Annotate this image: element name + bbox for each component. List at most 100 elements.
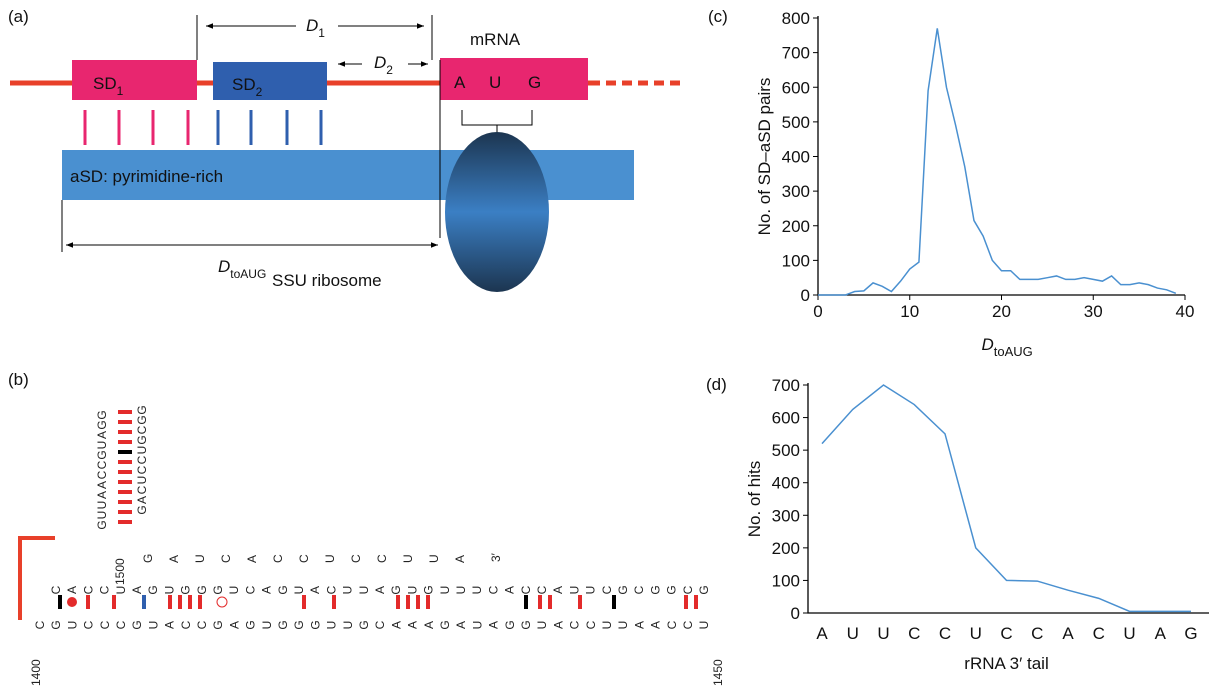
nucleotide: A <box>632 621 646 629</box>
nucleotide: A <box>389 621 403 629</box>
nucleotide: G <box>95 410 109 419</box>
codon: U <box>489 73 501 92</box>
nucleotide: U <box>95 501 109 510</box>
sd2-label: SD2 <box>232 75 263 99</box>
sd1-pairs <box>83 110 190 145</box>
nucleotide: G <box>276 585 290 594</box>
nucleotide: G <box>135 415 149 424</box>
nucleotide: U <box>470 586 484 595</box>
nucleotide: G <box>665 585 679 594</box>
nucleotide: A <box>453 555 467 563</box>
nucleotide: C <box>324 585 338 594</box>
y-tick-label: 100 <box>772 571 800 590</box>
nucleotide: G <box>135 505 149 514</box>
nucleotide: A <box>551 621 565 629</box>
nucleotide: G <box>357 620 371 629</box>
nucleotide: G <box>616 585 630 594</box>
y-tick-label: 200 <box>782 217 810 236</box>
nucleotide: C <box>486 585 500 594</box>
y-tick-label: 300 <box>782 182 810 201</box>
sd2-pairs <box>216 110 323 145</box>
three-prime: 3′ <box>489 552 503 562</box>
ribosome <box>445 132 549 292</box>
nucleotide: G <box>308 620 322 629</box>
y-tick-label: 400 <box>772 474 800 493</box>
nucleotide: G <box>697 585 711 594</box>
y-axis-label: No. of SD–aSD pairs <box>755 78 774 236</box>
y-axis-label: No. of hits <box>745 461 764 538</box>
nucleotide: A <box>649 621 663 629</box>
nucleotide: C <box>95 470 109 479</box>
nucleotide: C <box>600 585 614 594</box>
codon: G <box>528 73 541 92</box>
nucleotide: C <box>681 585 695 594</box>
nucleotide: C <box>179 620 193 629</box>
nucleotide: U <box>616 621 630 630</box>
nucleotide: G <box>49 620 63 629</box>
nucleotide: C <box>375 554 389 563</box>
nucleotide: A <box>373 586 387 594</box>
nucleotide: U <box>535 621 549 630</box>
nucleotide: A <box>551 586 565 594</box>
nucleotide: A <box>308 586 322 594</box>
modified-base <box>67 597 77 607</box>
ssu-label: SSU ribosome <box>272 271 382 290</box>
x-tick-label: 30 <box>1084 302 1103 321</box>
x-tick-label: 10 <box>900 302 919 321</box>
x-axis-label-sub: toAUG <box>994 344 1033 359</box>
y-tick-label: 100 <box>782 251 810 270</box>
nucleotide: A <box>95 431 109 439</box>
panel-label: (b) <box>8 370 29 389</box>
strand-highlight <box>18 536 55 620</box>
y-tick-label: 400 <box>782 148 810 167</box>
nucleotide: G <box>648 585 662 594</box>
nucleotide: G <box>438 620 452 629</box>
nucleotide: G <box>422 585 436 594</box>
nucleotide: U <box>401 554 415 563</box>
x-axis-label: DtoAUG <box>982 335 1033 359</box>
y-tick-label: 0 <box>791 604 800 623</box>
nucleotide: C <box>98 620 112 629</box>
nucleotide: G <box>135 435 149 444</box>
sd2-box <box>213 62 327 100</box>
nucleotide: G <box>503 620 517 629</box>
nucleotide: C <box>373 620 387 629</box>
nucleotide: A <box>130 586 144 594</box>
y-tick-label: 700 <box>782 44 810 63</box>
nucleotide: U <box>323 554 337 563</box>
nucleotide: C <box>632 585 646 594</box>
nucleotide: C <box>135 455 149 464</box>
y-tick-label: 700 <box>772 376 800 395</box>
panel-a: (a) SD1 SD2 D1 D2 mRNA A U G aSD: pyrimi… <box>8 7 682 292</box>
nucleotide: C <box>195 620 209 629</box>
dtoaug-label: DtoAUG <box>218 257 266 281</box>
nucleotide: C <box>82 620 96 629</box>
nucleotide: U <box>193 554 207 563</box>
y-tick-label: 500 <box>782 113 810 132</box>
mismatch <box>216 596 228 608</box>
base-pairs <box>86 410 698 609</box>
nucleotide: C <box>243 585 257 594</box>
nucleotide: C <box>49 585 63 594</box>
nucleotide: A <box>422 621 436 629</box>
nucleotide: U <box>325 621 339 630</box>
y-tick-label: 0 <box>801 286 810 305</box>
nucleotide: G <box>211 585 225 594</box>
nucleotide: A <box>487 621 501 629</box>
nucleotide: U <box>357 586 371 595</box>
nucleotide: C <box>584 620 598 629</box>
nucleotide: C <box>535 585 549 594</box>
nucleotide: G <box>95 420 109 429</box>
sd1-label: SD1 <box>93 74 124 98</box>
sd1-box <box>72 60 197 100</box>
nucleotide: C <box>271 554 285 563</box>
nucleotide: U <box>405 586 419 595</box>
x-tick-label: C <box>1093 624 1105 643</box>
position: 1450 <box>711 659 725 686</box>
y-tick-label: 200 <box>772 539 800 558</box>
nucleotide: A <box>95 491 109 499</box>
x-tick-label: 40 <box>1176 302 1195 321</box>
